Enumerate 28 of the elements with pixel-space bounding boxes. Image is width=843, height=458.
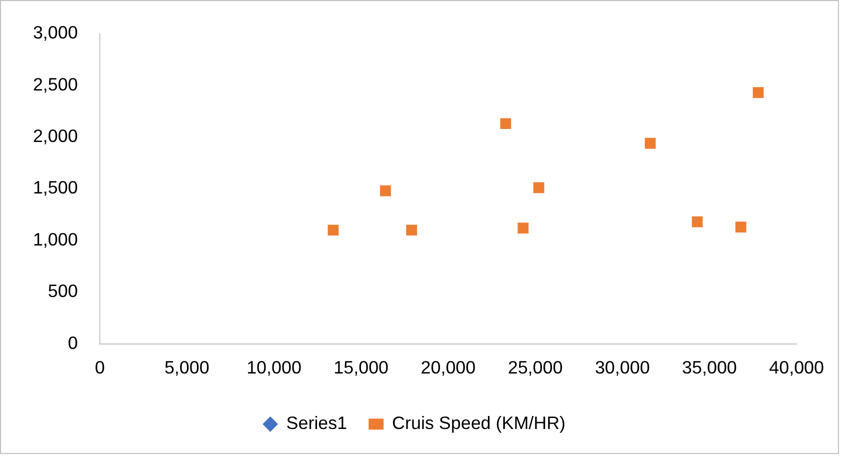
y-tick-label: 1,500 [32, 178, 78, 198]
point [692, 216, 703, 228]
x-tick-label: 40,000 [769, 358, 824, 378]
point [518, 222, 529, 234]
point [406, 224, 418, 236]
x-tick-label: 15,000 [334, 358, 389, 378]
y-tick-label: 0 [68, 332, 78, 353]
x-tick-label: 35,000 [682, 358, 737, 378]
x-tick-label: 25,000 [508, 358, 563, 378]
point [380, 185, 391, 196]
y-tick-label: 3,000 [32, 22, 78, 43]
legend-label: Series1 [286, 413, 348, 434]
y-tick-label: 2,500 [32, 74, 78, 94]
x-tick-label: 10,000 [246, 358, 302, 378]
point [500, 118, 512, 130]
x-tick-label: 20,000 [420, 358, 476, 378]
point [752, 87, 764, 98]
legend-label: Cruis Speed (KM/HR) [392, 413, 566, 434]
point [533, 182, 544, 194]
y-tick-label: 2,000 [32, 126, 78, 146]
point [644, 138, 656, 149]
y-tick-label: 500 [48, 281, 78, 302]
y-tick-label: 1,000 [32, 229, 78, 250]
x-tick-label: 30,000 [594, 358, 650, 378]
x-tick-label: 5,000 [164, 358, 210, 378]
point [735, 222, 746, 232]
x-tick-label: 0 [94, 358, 105, 378]
point [328, 224, 339, 236]
